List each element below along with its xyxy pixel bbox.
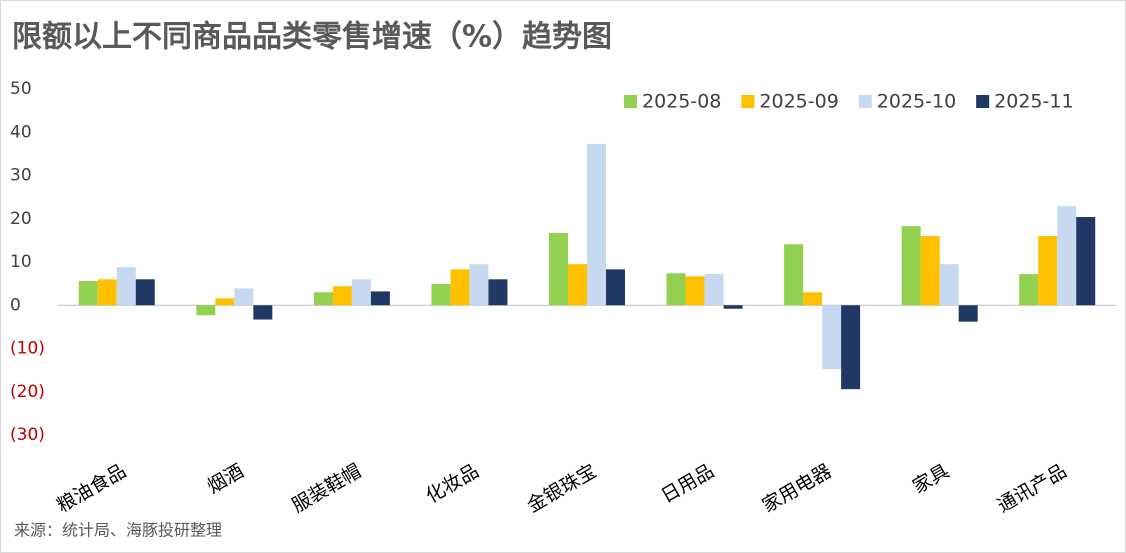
legend-label: 2025-10 <box>877 91 956 113</box>
bar <box>704 274 724 306</box>
bar <box>901 226 921 306</box>
y-tick-label: 0 <box>10 295 21 315</box>
bar <box>215 298 235 306</box>
bar <box>939 264 959 306</box>
bar <box>1076 217 1096 306</box>
bar <box>685 276 705 306</box>
bar <box>587 143 606 306</box>
y-tick-label: (30) <box>10 425 45 445</box>
bar <box>450 269 470 306</box>
legend-swatch <box>624 95 637 108</box>
bar <box>784 244 804 306</box>
bar <box>196 305 216 316</box>
bar <box>822 305 842 370</box>
y-tick-label: 30 <box>10 166 32 186</box>
y-tick-label: (10) <box>10 339 45 359</box>
y-tick-label: (20) <box>10 382 45 402</box>
y-tick-label: 40 <box>10 122 32 142</box>
bar <box>1019 274 1039 306</box>
y-tick-label: 50 <box>10 79 32 99</box>
bar <box>116 267 136 306</box>
chart-title: 限额以上不同商品品类零售增速（%）趋势图 <box>12 20 612 55</box>
bar <box>1057 206 1077 306</box>
bar <box>78 281 98 306</box>
bar <box>332 286 352 306</box>
source: 来源：统计局、海豚投研整理 <box>14 521 222 540</box>
legend-swatch <box>741 95 755 108</box>
bar <box>1038 236 1058 306</box>
legend-swatch <box>858 95 872 108</box>
y-tick-label: 10 <box>10 252 32 272</box>
bar <box>135 279 155 306</box>
bar <box>488 279 508 306</box>
bar <box>549 233 568 306</box>
legend-label: 2025-11 <box>994 91 1073 113</box>
legend-label: 2025-08 <box>642 91 721 113</box>
bar <box>841 305 861 390</box>
bar <box>370 291 390 306</box>
bar <box>568 264 587 306</box>
bar <box>803 292 823 306</box>
bar <box>606 269 625 306</box>
bar <box>666 273 686 306</box>
bar <box>723 305 743 309</box>
bar <box>469 264 489 306</box>
bar <box>253 305 273 320</box>
bar <box>920 236 940 306</box>
bar <box>234 288 254 306</box>
legend-label: 2025-09 <box>759 91 838 113</box>
bar <box>958 305 978 322</box>
bar <box>431 284 451 306</box>
y-tick-label: 20 <box>10 209 32 229</box>
legend-swatch <box>976 95 990 108</box>
bar <box>313 292 333 306</box>
bar <box>351 279 371 306</box>
bar <box>97 279 117 306</box>
